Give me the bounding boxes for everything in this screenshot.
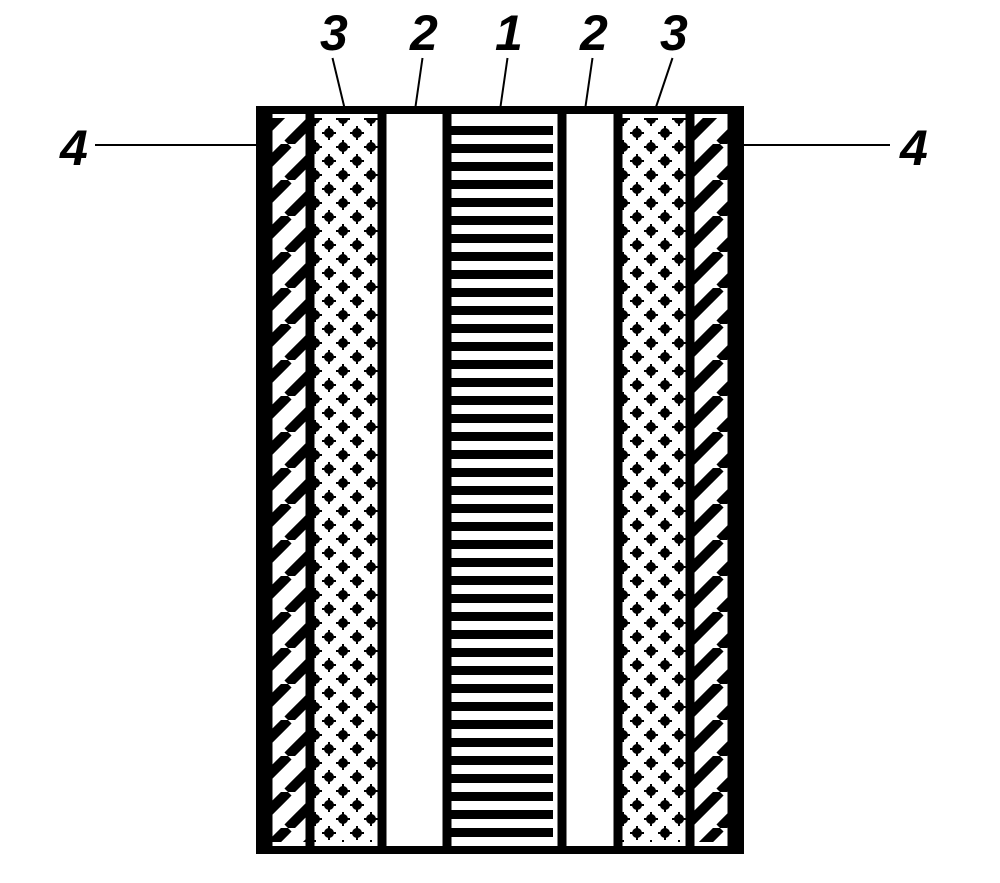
divider (686, 114, 695, 846)
layer-dotted-left (310, 118, 382, 842)
label-2: 2 (409, 5, 438, 61)
leader-line (500, 58, 508, 110)
layers (268, 118, 732, 842)
divider (558, 114, 567, 846)
leader-line (655, 58, 673, 110)
leader-line (585, 58, 593, 110)
layer-blank-right (562, 118, 618, 842)
label-2: 2 (579, 5, 608, 61)
layer-dotted-right (618, 118, 690, 842)
leader-line (415, 58, 423, 110)
layer-outer-right (690, 118, 732, 842)
divider (443, 114, 452, 846)
divider (728, 114, 737, 846)
layer-center (447, 118, 553, 842)
label-1: 1 (495, 5, 523, 61)
divider (614, 114, 623, 846)
label-3: 3 (320, 5, 348, 61)
divider (306, 114, 315, 846)
divider (264, 114, 273, 846)
layer-blank-left (382, 118, 438, 842)
label-4-left: 4 (59, 120, 88, 176)
divider (378, 114, 387, 846)
label-3: 3 (660, 5, 688, 61)
leader-line (333, 58, 346, 110)
layer-outer-left (268, 118, 310, 842)
label-4-right: 4 (899, 120, 928, 176)
